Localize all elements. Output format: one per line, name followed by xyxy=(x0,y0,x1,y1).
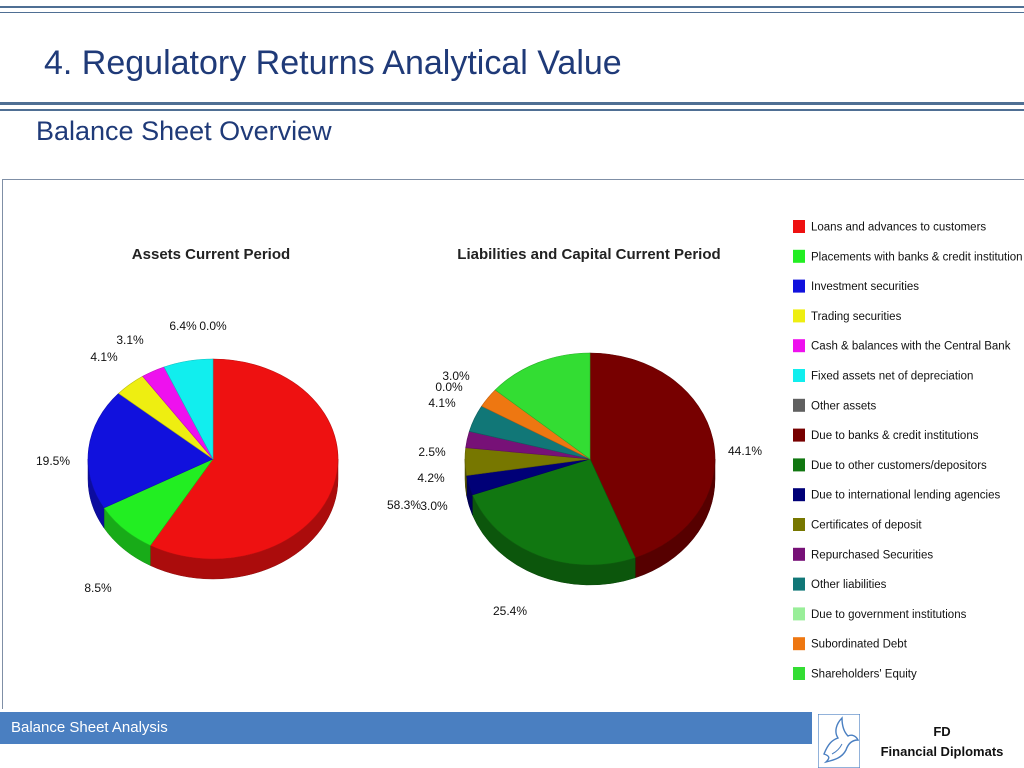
legend-item-due-to-government-institutions: Due to government institutions xyxy=(793,607,967,621)
legend-swatch xyxy=(793,667,805,680)
legend-swatch xyxy=(793,547,805,561)
pie-slice-loans-and-advances-to-customers xyxy=(149,358,339,560)
pie-data-label: 3.1% xyxy=(116,333,144,347)
legend-item-certificates-of-deposit: Certificates of deposit xyxy=(793,518,922,532)
legend-label: Other liabilities xyxy=(811,579,887,591)
legend-item-cash-balances-with-the-central-bank: Cash & balances with the Central Bank xyxy=(793,339,1011,353)
legend-label: Repurchased Securities xyxy=(811,549,933,561)
legend-item-shareholders-equity: Shareholders' Equity xyxy=(793,667,917,681)
legend-label: Due to banks & credit institutions xyxy=(811,430,979,442)
pie-data-label: 4.1% xyxy=(428,396,456,410)
pie-chart-liabilities-and-capital-current-period: 44.1%25.4%3.0%4.2%2.5%4.1%0.0%3.0% xyxy=(417,352,762,618)
legend-swatch xyxy=(793,339,805,353)
legend-swatch xyxy=(793,428,805,442)
pie-data-label: 3.0% xyxy=(420,499,448,513)
page-title: 4. Regulatory Returns Analytical Value xyxy=(44,44,622,82)
title-rule-thin xyxy=(0,109,1024,111)
title-rule-thick xyxy=(0,102,1024,105)
pie-data-label: 2.5% xyxy=(418,445,446,459)
legend-item-due-to-other-customers-depositors: Due to other customers/depositors xyxy=(793,458,987,472)
legend-swatch xyxy=(793,577,805,591)
legend-swatch xyxy=(793,398,805,412)
legend-item-due-to-international-lending-agencies: Due to international lending agencies xyxy=(793,488,1000,502)
legend-label: Placements with banks & credit instituti… xyxy=(811,251,1023,263)
legend-item-loans-and-advances-to-customers: Loans and advances to customers xyxy=(793,220,986,234)
pie-data-label: 44.1% xyxy=(728,444,762,458)
logo-text-abbrev: FD xyxy=(933,724,951,739)
legend-item-repurchased-securities: Repurchased Securities xyxy=(793,547,933,561)
liabilities-chart-title: Liabilities and Capital Current Period xyxy=(457,246,720,263)
pie-slice-shareholders-equity xyxy=(494,352,591,460)
legend-swatch xyxy=(793,220,805,233)
legend-label: Due to government institutions xyxy=(811,609,967,621)
legend-item-other-liabilities: Other liabilities xyxy=(793,577,887,591)
pie-data-label: 4.1% xyxy=(90,350,118,364)
section-subtitle: Balance Sheet Overview xyxy=(36,116,332,146)
pie-data-label: 58.3% xyxy=(387,498,421,512)
legend-label: Cash & balances with the Central Bank xyxy=(811,341,1011,353)
legend-label: Fixed assets net of depreciation xyxy=(811,371,973,383)
assets-chart-title: Assets Current Period xyxy=(132,246,290,263)
legend-label: Investment securities xyxy=(811,281,919,293)
legend-label: Certificates of deposit xyxy=(811,520,922,532)
legend-item-trading-securities: Trading securities xyxy=(793,309,902,323)
pie-data-label: 4.2% xyxy=(417,471,445,485)
legend-swatch xyxy=(793,637,805,651)
legend-label: Loans and advances to customers xyxy=(811,222,986,234)
legend-item-placements-with-banks-credit-institutions: Placements with banks & credit instituti… xyxy=(793,249,1023,263)
legend-swatch xyxy=(793,488,805,502)
legend-item-investment-securities: Investment securities xyxy=(793,279,919,293)
header-rule-top xyxy=(0,6,1024,8)
chart-svg: 58.3%8.5%19.5%4.1%3.1%6.4% 0.0%44.1%25.4%… xyxy=(36,220,1023,681)
pie-slice-investment-securities xyxy=(87,393,214,509)
pie-slice-fixed-assets-net-of-depreciation xyxy=(163,358,214,460)
legend-label: Due to other customers/depositors xyxy=(811,460,987,472)
pie-layer: 58.3%8.5%19.5%4.1%3.1%6.4% 0.0%44.1%25.4%… xyxy=(36,319,762,618)
pie-data-label: 3.0% xyxy=(442,369,470,383)
legend-item-subordinated-debt: Subordinated Debt xyxy=(793,637,908,651)
pie-slice-due-to-banks-credit-institutions xyxy=(589,352,716,559)
legend-swatch xyxy=(793,458,805,472)
pie-data-label: 0.0% xyxy=(435,380,463,394)
legend-label: Subordinated Debt xyxy=(811,639,908,651)
legend-swatch xyxy=(793,369,805,382)
pie-slice-due-to-other-customers-depositors xyxy=(471,458,636,566)
logo-text-name: Financial Diplomats xyxy=(880,744,1004,759)
legend-item-due-to-banks-credit-institutions: Due to banks & credit institutions xyxy=(793,428,979,442)
pie-data-label: 8.5% xyxy=(84,581,112,595)
pie-data-label: 19.5% xyxy=(36,454,70,468)
legend-swatch xyxy=(793,249,805,263)
pie-data-label: 6.4% xyxy=(169,319,197,333)
legend-label: Other assets xyxy=(811,400,876,412)
pie-data-label: 25.4% xyxy=(493,604,527,618)
legend-item-fixed-assets-net-of-depreciation: Fixed assets net of depreciation xyxy=(793,369,973,383)
chart-frame: 58.3% 8.5% 19.5% 4.1% 3.1% 6.4% 0.0% 44.1% 25.4%… xyxy=(2,179,1024,709)
pie-chart-assets-current-period: 58.3% 8.5% 19.5% 4.1% 3.1% 6.4% 0.0% xyxy=(36,319,421,595)
legend-swatch xyxy=(793,607,805,621)
legend-label: Shareholders' Equity xyxy=(811,669,917,681)
footer-text: Balance Sheet Analysis xyxy=(11,719,168,736)
dove-logo-icon xyxy=(818,714,860,768)
legend: Loans and advances to customers Placement… xyxy=(793,220,1023,681)
legend-swatch xyxy=(793,279,805,293)
legend-label: Due to international lending agencies xyxy=(811,490,1000,502)
header-rule-top-thin xyxy=(0,12,1024,13)
pie-data-label: 0.0% xyxy=(199,319,227,333)
legend-swatch xyxy=(793,309,805,323)
legend-swatch xyxy=(793,518,805,531)
legend-label: Trading securities xyxy=(811,311,902,323)
legend-item-other-assets: Other assets xyxy=(793,398,876,412)
